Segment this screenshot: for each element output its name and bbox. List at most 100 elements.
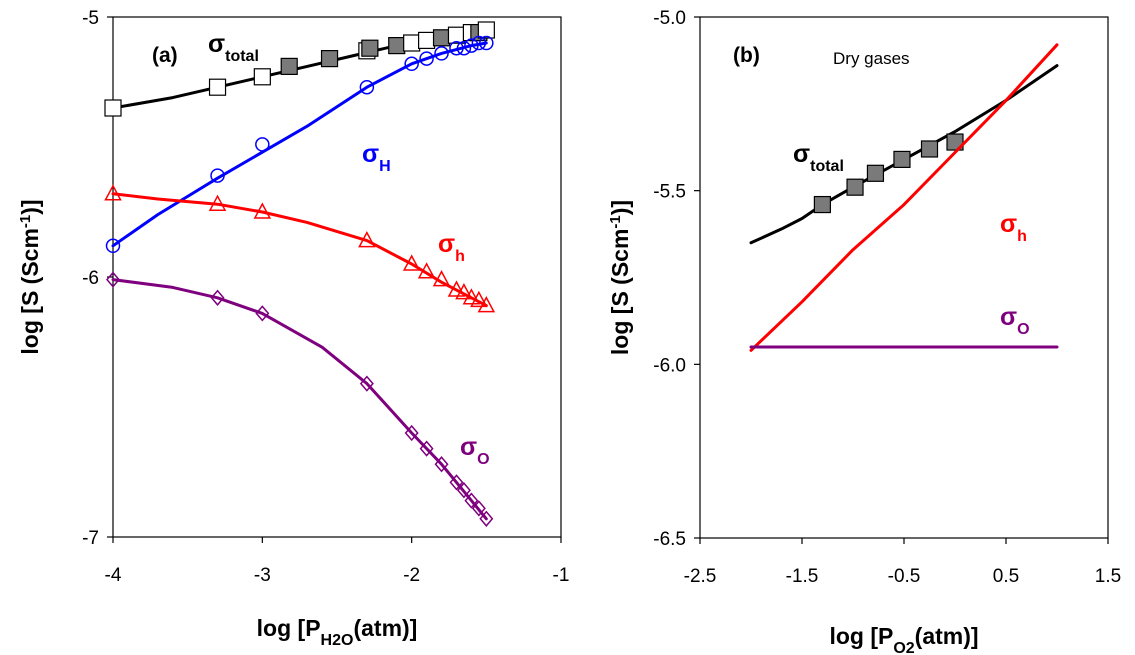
series-label: σh <box>1000 210 1027 245</box>
data-marker <box>920 140 939 158</box>
data-marker <box>208 78 227 96</box>
y-axis-title-main: log [S (Scm <box>607 229 633 356</box>
series-label-main: σ <box>438 230 455 258</box>
data-marker <box>255 137 270 152</box>
data-marker <box>846 178 864 196</box>
data-marker <box>471 500 486 517</box>
panel-label: (a) <box>152 44 178 67</box>
data-marker <box>104 99 122 117</box>
series-label: σtotal <box>793 140 844 175</box>
x-tick-label: 1.5 <box>1095 566 1121 587</box>
series-line <box>749 43 1059 352</box>
series-label-sub: H <box>379 158 391 175</box>
data-marker <box>432 29 451 47</box>
series-label-sub: total <box>225 48 259 65</box>
y-tick-label: -6 <box>82 268 99 289</box>
x-axis-title: log [PH2O(atm)] <box>257 615 418 649</box>
series-label: σO <box>460 433 490 468</box>
x-tick-label: -0.5 <box>888 566 921 587</box>
x-axis-title-end: (atm)] <box>353 615 417 641</box>
y-axis-title-end: )] <box>17 199 43 214</box>
data-marker <box>359 79 375 95</box>
data-marker <box>477 21 495 39</box>
series-0: σtotal <box>749 64 1059 245</box>
data-marker <box>462 288 481 305</box>
x-tick-label: -2 <box>403 565 420 586</box>
series-label: σH <box>362 140 391 175</box>
data-marker <box>105 238 121 254</box>
x-tick-label: -4 <box>105 565 122 586</box>
data-marker <box>402 254 421 271</box>
data-marker <box>404 56 419 72</box>
data-marker <box>464 492 479 509</box>
data-marker <box>447 26 466 44</box>
data-marker <box>361 39 379 57</box>
y-tick-label: -5 <box>82 8 99 29</box>
series-label-main: σ <box>1000 210 1017 238</box>
series-label: σtotal <box>208 30 259 65</box>
series-label-sub: O <box>477 451 489 468</box>
data-marker <box>464 38 479 53</box>
panel-b: -2.5 -1.5 -0.5 0.5 1.5 -5.0 -5.5 -6.0 -6.5 log [P… <box>607 8 1122 655</box>
x-axis-title-end: (atm)] <box>915 623 979 649</box>
x-tick-label: -3 <box>254 565 271 586</box>
data-marker <box>447 280 466 297</box>
data-marker <box>403 34 421 52</box>
data-marker <box>456 40 472 56</box>
data-marker <box>449 40 464 56</box>
series-label-main: σ <box>793 140 810 168</box>
data-marker <box>449 474 464 491</box>
x-tick-label: -1.5 <box>786 566 819 587</box>
data-marker <box>479 35 494 51</box>
series-3: σO <box>106 271 494 527</box>
series-line <box>111 41 488 248</box>
x-axis-title-sub: O2 <box>893 640 914 655</box>
y-axis-title: log [S (Scm-1)] <box>17 199 44 354</box>
series-1: σh <box>749 43 1059 352</box>
y-tick-label: -6.5 <box>653 529 686 550</box>
data-marker <box>432 270 451 287</box>
data-marker <box>813 195 832 214</box>
y-axis-title-sup: -1 <box>17 215 34 228</box>
series-label: σO <box>1000 303 1030 338</box>
panel-label: (b) <box>733 44 760 67</box>
series-label-sub: total <box>810 158 844 175</box>
plot-frame <box>699 16 1109 539</box>
data-marker <box>866 164 885 182</box>
series-label-main: σ <box>208 30 225 58</box>
series-label-sub: h <box>1017 228 1027 245</box>
data-marker <box>106 271 120 288</box>
data-marker <box>456 482 471 499</box>
data-marker <box>470 290 488 308</box>
annotation: Dry gases <box>833 49 910 68</box>
series-2: σO <box>749 303 1059 349</box>
data-marker <box>280 57 298 76</box>
series-label-sub: O <box>1017 321 1029 338</box>
data-marker <box>418 31 436 50</box>
x-tick-label: 0.5 <box>993 566 1019 587</box>
panel-a: -4 -3 -2 -1 -5 -6 -7 log [PH2O(atm)] log [S (Scm… <box>17 8 570 649</box>
series-line <box>111 192 488 308</box>
y-axis-title-end: )] <box>607 200 633 215</box>
data-marker <box>253 202 272 219</box>
x-tick-label: -2.5 <box>684 566 717 587</box>
series-label-main: σ <box>460 433 477 461</box>
data-marker <box>210 289 225 306</box>
series-2: σh <box>104 184 496 313</box>
data-marker <box>388 36 406 55</box>
data-marker <box>419 440 434 457</box>
x-axis-title-sub: H2O <box>321 632 354 649</box>
series-label-main: σ <box>362 140 379 168</box>
x-tick-label: -1 <box>553 565 570 586</box>
data-marker <box>104 184 122 201</box>
data-marker <box>417 262 436 279</box>
data-marker <box>434 456 449 473</box>
y-tick-label: -7 <box>82 528 99 549</box>
data-marker <box>358 231 376 248</box>
series-label-sub: h <box>455 248 465 265</box>
data-marker <box>253 68 271 86</box>
data-marker <box>434 46 449 61</box>
series-line <box>111 278 488 521</box>
y-tick-label: -6.0 <box>653 355 686 376</box>
